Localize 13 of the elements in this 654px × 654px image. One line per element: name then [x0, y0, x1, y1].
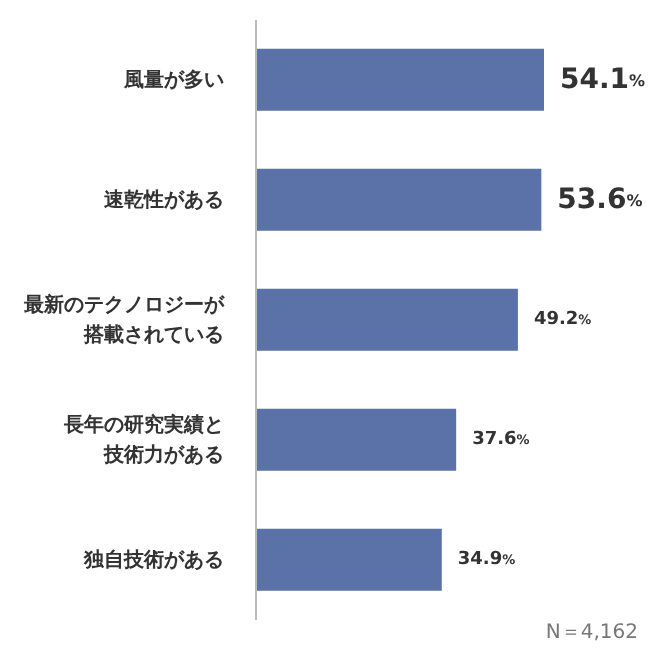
- y-tick-label: 速乾性がある: [102, 187, 224, 211]
- text: N＝4,162: [545, 620, 638, 646]
- bar: [256, 408, 457, 471]
- bar: [256, 288, 518, 351]
- data-label: 53.6%: [557, 183, 643, 216]
- bar: [256, 528, 442, 591]
- bar: [256, 48, 544, 111]
- data-label: 54.1%: [560, 63, 646, 96]
- y-tick-label: 独自技術がある: [82, 547, 224, 571]
- y-tick-label: 長年の研究実績と技術力がある: [62, 412, 224, 466]
- bar: [256, 168, 542, 231]
- y-tick-label: 風量が多い: [122, 67, 224, 91]
- y-tick-label: 最新のテクノロジーが搭載されている: [22, 292, 226, 346]
